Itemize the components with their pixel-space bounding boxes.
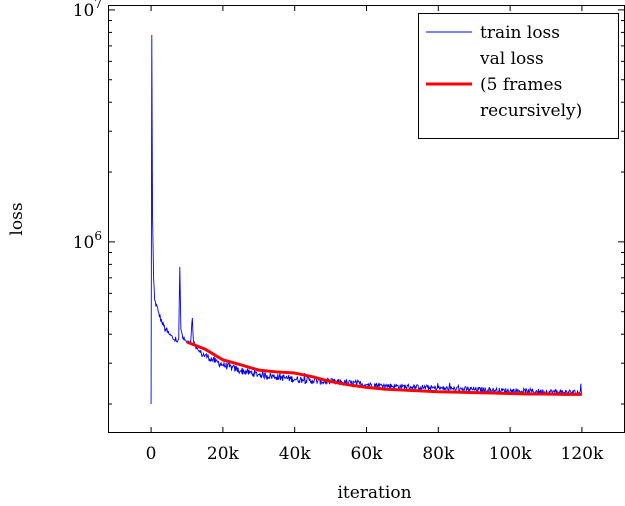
x-tick-label: 80k [422, 444, 455, 464]
series-line-val-loss [186, 340, 582, 396]
x-tick-label: 40k [279, 444, 312, 464]
y-tick-base: 10 [73, 1, 95, 21]
legend-label: (5 frames [480, 75, 562, 95]
x-tick-labels: 0 20k 40k 60k 80k 100k 120k [146, 444, 604, 464]
x-tick-label: 0 [146, 444, 157, 464]
x-axis-label: iteration [337, 483, 411, 503]
legend: train loss val loss (5 frames recursively) [418, 13, 619, 139]
series-line-train-loss [150, 34, 583, 405]
legend-label: train loss [480, 23, 560, 43]
y-tick-label: 107 [73, 0, 102, 21]
x-tick-label: 20k [207, 444, 240, 464]
legend-label: recursively) [480, 101, 582, 121]
y-tick-base: 10 [73, 233, 95, 253]
x-tick-label: 60k [351, 444, 384, 464]
legend-box [418, 13, 619, 139]
y-tick-label: 106 [73, 229, 102, 253]
y-tick-exponent: 7 [94, 0, 102, 11]
x-tick-label: 100k [489, 444, 532, 464]
y-axis-label: loss [7, 202, 27, 235]
legend-label: val loss [479, 49, 544, 69]
plot-area [150, 34, 583, 405]
x-tick-label: 120k [561, 444, 604, 464]
y-tick-exponent: 6 [94, 229, 102, 243]
